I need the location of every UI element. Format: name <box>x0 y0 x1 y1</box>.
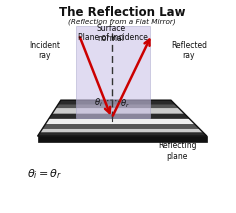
Text: $\theta_i$: $\theta_i$ <box>94 97 103 109</box>
Polygon shape <box>56 104 179 108</box>
Polygon shape <box>40 129 203 132</box>
Polygon shape <box>58 100 175 104</box>
Polygon shape <box>42 124 200 129</box>
Text: Plane of incidence: Plane of incidence <box>78 33 148 42</box>
Polygon shape <box>76 26 150 118</box>
Polygon shape <box>45 119 195 124</box>
Text: (Reflection from a Flat Mirror): (Reflection from a Flat Mirror) <box>68 18 176 25</box>
Text: Incident
ray: Incident ray <box>30 41 60 60</box>
Text: $\theta_i = \theta_r$: $\theta_i = \theta_r$ <box>27 167 62 181</box>
Polygon shape <box>38 132 207 136</box>
Polygon shape <box>49 114 190 119</box>
Text: Reflected
ray: Reflected ray <box>171 41 207 60</box>
Text: Reflecting
plane: Reflecting plane <box>158 141 197 161</box>
Text: $\theta_r$: $\theta_r$ <box>120 98 130 110</box>
Polygon shape <box>38 100 207 136</box>
Polygon shape <box>38 136 207 142</box>
Polygon shape <box>52 108 185 114</box>
Text: The Reflection Law: The Reflection Law <box>59 6 185 19</box>
Text: Surface
normal: Surface normal <box>96 24 125 43</box>
